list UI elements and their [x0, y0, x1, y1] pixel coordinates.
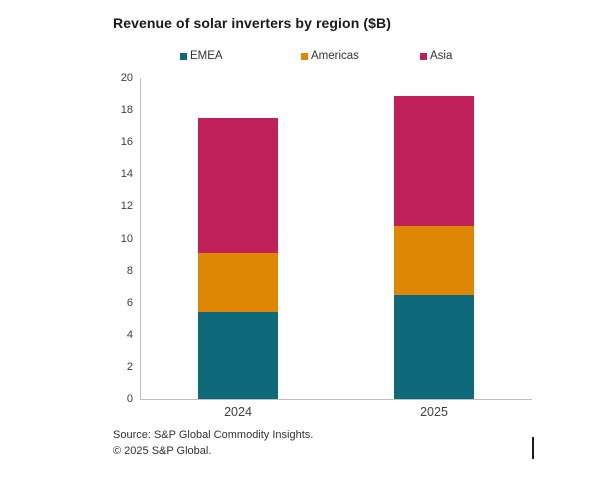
text-cursor-mark	[532, 437, 534, 459]
y-tick-label: 20	[120, 72, 133, 84]
bar-segment-2025-americas	[394, 225, 474, 295]
y-tick-label: 18	[120, 104, 133, 117]
legend-item-emea: EMEA	[180, 50, 223, 62]
x-tick-label: 2025	[420, 405, 448, 419]
bar-segment-2025-emea	[394, 294, 474, 399]
y-tick-label: 4	[126, 328, 133, 341]
legend-label: Americas	[311, 50, 359, 62]
bar-segment-2024-americas	[198, 252, 278, 313]
y-tick-label: 6	[126, 296, 133, 309]
copyright-note: © 2025 S&P Global.	[113, 445, 212, 457]
y-tick-label: 14	[120, 168, 133, 181]
chart-title: Revenue of solar inverters by region ($B…	[113, 15, 391, 31]
y-axis-line	[140, 78, 141, 399]
legend-label: EMEA	[190, 50, 223, 62]
legend-item-americas: Americas	[301, 50, 359, 62]
bar-segment-2024-emea	[198, 312, 278, 399]
bar-segment-2024-asia	[198, 118, 278, 253]
footer: Source: S&P Global Commodity Insights. ©…	[113, 427, 313, 459]
bar-segment-2025-asia	[394, 95, 474, 226]
y-tick-label: 12	[120, 200, 133, 213]
legend-label: Asia	[430, 50, 453, 62]
source-note: Source: S&P Global Commodity Insights.	[113, 429, 314, 441]
legend-marker-americas	[301, 52, 308, 60]
y-tick-label: 16	[120, 136, 133, 149]
y-tick-label: 8	[126, 264, 133, 277]
y-tick-label: 10	[120, 232, 133, 245]
y-tick-label: 2	[126, 360, 133, 373]
legend-marker-emea	[180, 52, 187, 60]
y-tick-label: 0	[126, 393, 133, 405]
legend-item-asia: Asia	[420, 50, 452, 62]
legend-marker-asia	[420, 52, 427, 60]
x-axis-line	[140, 399, 532, 400]
x-tick-label: 2024	[224, 405, 252, 419]
